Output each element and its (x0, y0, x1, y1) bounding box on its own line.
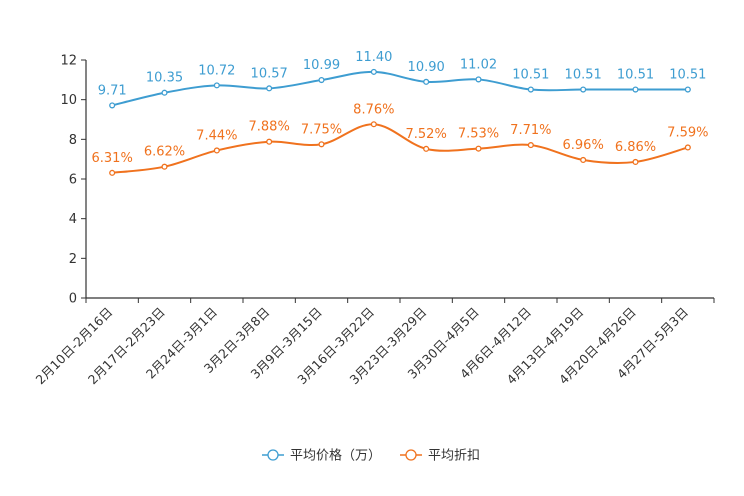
series-0-data-label: 10.51 (565, 68, 602, 83)
series-1-point (266, 138, 273, 145)
series-line-1 (112, 123, 689, 174)
series-1-point (370, 121, 377, 128)
series-1-data-label: 7.71% (510, 123, 551, 138)
series-1-point (475, 145, 482, 152)
series-1-data-label: 6.96% (563, 138, 604, 153)
series-0-data-label: 11.02 (460, 57, 497, 72)
series-0-data-label: 10.51 (512, 68, 549, 83)
series-1-point (632, 158, 639, 165)
series-0-point (213, 82, 220, 89)
series-1-point (684, 144, 691, 151)
y-tick-label: 6 (69, 173, 77, 188)
series-0-point (423, 78, 430, 85)
series-0-data-label: 10.90 (408, 60, 445, 75)
series-0-data-label: 10.51 (669, 68, 706, 83)
data-labels: 9.71 10.35 10.72 10.57 10.99 11.40 10.90 11.02 1… (92, 50, 709, 166)
y-tick-label: 8 (69, 133, 77, 148)
legend-marker-0 (267, 449, 279, 461)
legend-label-1: 平均折扣 (428, 449, 480, 464)
series-1-point (161, 163, 168, 170)
series-0-point (109, 102, 116, 109)
y-tick-label: 10 (60, 93, 77, 108)
series-1-point (318, 141, 325, 148)
series-0-point (266, 85, 273, 92)
legend-marker-1 (405, 449, 417, 461)
y-tick-label: 2 (69, 252, 77, 267)
series-0-point (161, 89, 168, 96)
series-1-data-label: 7.52% (406, 127, 447, 142)
series-layer (109, 68, 691, 176)
series-0-point (318, 76, 325, 84)
series-1-point (527, 142, 534, 149)
series-1-point (423, 145, 430, 152)
series-line-0 (111, 70, 688, 107)
series-0-point (475, 76, 482, 83)
series-0-data-label: 10.51 (617, 68, 654, 83)
y-tick-label: 4 (69, 212, 77, 227)
series-0-data-label: 10.99 (303, 58, 340, 73)
series-1-point (213, 147, 220, 154)
series-0-data-label: 11.40 (355, 50, 392, 65)
y-tick-label: 12 (60, 54, 77, 69)
series-0-data-label: 10.72 (198, 63, 235, 78)
series-1-data-label: 7.59% (667, 125, 708, 140)
series-0-point (580, 86, 587, 93)
series-1-data-label: 6.86% (615, 140, 656, 155)
legend[interactable]: 平均价格（万） 平均折扣 (262, 448, 480, 464)
series-1-data-label: 7.88% (249, 120, 290, 135)
series-1-data-label: 8.76% (353, 102, 394, 117)
series-0-point (684, 86, 691, 93)
series-1-data-label: 7.53% (458, 127, 499, 142)
y-tick-label: 0 (69, 292, 77, 307)
series-1-point (109, 169, 116, 176)
legend-label-0: 平均价格（万） (290, 448, 381, 464)
series-1-data-label: 7.75% (301, 122, 342, 137)
series-1-point (580, 156, 587, 164)
series-0-point (632, 86, 639, 93)
series-1-data-label: 7.44% (196, 128, 237, 143)
series-1-data-label: 6.31% (92, 151, 133, 166)
series-0-data-label: 10.35 (146, 71, 183, 86)
series-0-point (527, 86, 534, 93)
series-0-data-label: 9.71 (98, 83, 127, 98)
series-0-point (370, 68, 377, 75)
series-1-data-label: 6.62% (144, 145, 185, 160)
series-0-data-label: 10.57 (251, 66, 288, 81)
